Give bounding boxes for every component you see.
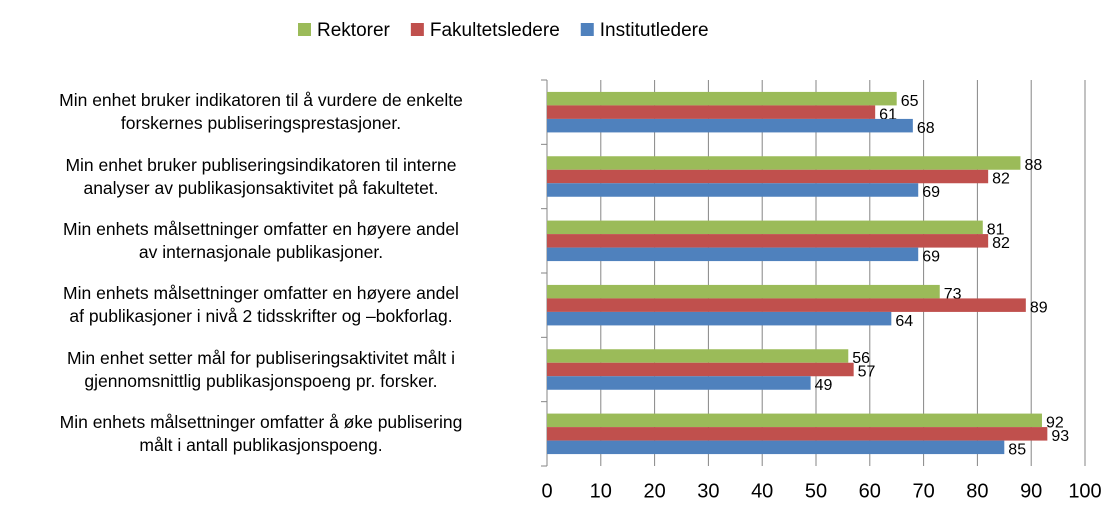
data-label: 82 — [992, 235, 1010, 252]
bar — [547, 220, 983, 235]
bar — [547, 105, 876, 119]
bar — [547, 349, 849, 363]
x-tick-label: 70 — [912, 480, 934, 502]
legend-swatch — [410, 23, 424, 36]
y-tick-label: Min enhet bruker indikatoren til å vurde… — [59, 90, 463, 134]
x-tick-label: 90 — [1020, 480, 1042, 502]
x-tick-label: 0 — [541, 480, 552, 502]
bar — [547, 247, 919, 262]
x-tick-label: 50 — [805, 480, 827, 502]
data-label: 81 — [987, 222, 1005, 239]
y-tick-label: Min enhets målsettninger omfatter en høy… — [63, 283, 459, 327]
bar — [547, 376, 811, 390]
x-tick-label: 100 — [1068, 480, 1101, 502]
y-tick-label: Min enhets målsettninger omfatter å øke … — [59, 411, 463, 455]
bar — [547, 118, 913, 133]
bar — [547, 284, 940, 299]
y-tick-label: Min enhets målsettninger omfatter en høy… — [63, 218, 459, 262]
data-label: 65 — [901, 93, 919, 110]
bar — [547, 427, 1048, 441]
y-tick-label: Min enhet setter mål for publiseringsakt… — [66, 347, 456, 391]
x-tick-label: 60 — [859, 480, 881, 502]
x-tick-label: 30 — [697, 480, 719, 502]
legend-swatch — [580, 23, 594, 36]
bar — [547, 298, 1026, 312]
x-tick-label: 40 — [751, 480, 773, 502]
bar — [547, 311, 892, 326]
data-label: 49 — [815, 377, 833, 394]
data-label: 85 — [1008, 442, 1026, 459]
bar — [547, 362, 854, 377]
data-label: 82 — [992, 171, 1010, 188]
data-label: 68 — [917, 120, 935, 137]
data-label: 56 — [852, 350, 870, 367]
data-label: 69 — [922, 184, 940, 201]
bar — [547, 183, 919, 197]
legend-label: Rektorer — [317, 20, 391, 41]
x-tick-label: 80 — [966, 480, 988, 502]
legend-label: Institutledere — [600, 20, 709, 41]
data-label: 69 — [922, 249, 940, 266]
bar — [547, 91, 897, 106]
bar — [547, 440, 1005, 455]
x-tick-label: 20 — [643, 480, 665, 502]
y-tick-label: Min enhet bruker publiseringsindikatoren… — [65, 154, 457, 198]
data-label: 93 — [1051, 428, 1069, 445]
data-label: 64 — [895, 313, 913, 330]
data-label: 57 — [858, 364, 876, 381]
legend-label: Fakultetsledere — [430, 20, 560, 41]
data-label: 89 — [1030, 299, 1048, 316]
bar — [547, 156, 1021, 170]
bar — [547, 413, 1042, 428]
data-label: 92 — [1046, 415, 1064, 432]
bar — [547, 169, 989, 184]
data-label: 88 — [1024, 157, 1042, 174]
x-tick-label: 10 — [590, 480, 612, 502]
legend-swatch — [298, 23, 311, 36]
bar — [547, 234, 989, 248]
